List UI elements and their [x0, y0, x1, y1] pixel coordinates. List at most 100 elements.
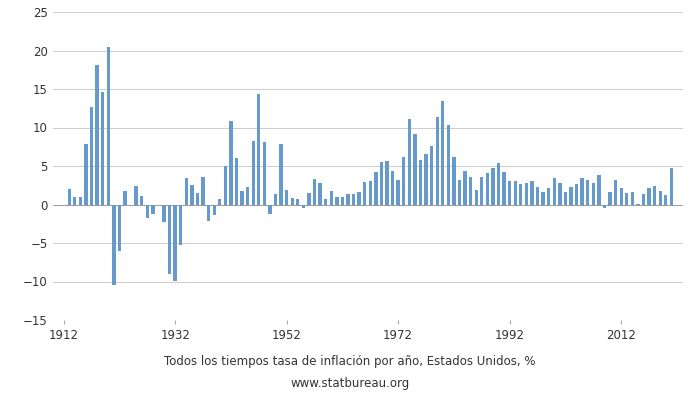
- Bar: [469, 177, 472, 204]
- Bar: [497, 163, 500, 204]
- Bar: [84, 144, 88, 204]
- Bar: [240, 192, 244, 204]
- Bar: [218, 199, 221, 204]
- Bar: [541, 192, 545, 204]
- Bar: [290, 198, 294, 204]
- Bar: [536, 187, 539, 204]
- Bar: [335, 197, 339, 204]
- Bar: [251, 140, 255, 204]
- Bar: [564, 192, 567, 204]
- Bar: [458, 180, 461, 204]
- Bar: [68, 189, 71, 204]
- Bar: [185, 178, 188, 204]
- Bar: [586, 180, 589, 204]
- Bar: [179, 204, 183, 244]
- Bar: [441, 100, 444, 204]
- Bar: [419, 160, 422, 204]
- Bar: [78, 197, 82, 204]
- Bar: [202, 177, 204, 204]
- Bar: [262, 142, 266, 204]
- Bar: [508, 182, 511, 204]
- Bar: [603, 204, 606, 208]
- Bar: [151, 204, 155, 214]
- Bar: [374, 172, 377, 204]
- Bar: [324, 199, 328, 204]
- Bar: [592, 183, 595, 204]
- Bar: [385, 161, 389, 204]
- Bar: [302, 204, 305, 208]
- Bar: [653, 186, 657, 204]
- Bar: [642, 194, 645, 204]
- Bar: [73, 197, 76, 204]
- Bar: [435, 118, 439, 204]
- Bar: [95, 65, 99, 204]
- Bar: [101, 92, 104, 204]
- Bar: [614, 180, 617, 204]
- Bar: [168, 204, 172, 274]
- Bar: [134, 186, 138, 204]
- Bar: [625, 193, 629, 204]
- Bar: [413, 134, 416, 204]
- Bar: [285, 190, 288, 204]
- Bar: [318, 183, 322, 204]
- Bar: [213, 204, 216, 215]
- Bar: [430, 146, 433, 204]
- Bar: [369, 181, 372, 204]
- Bar: [234, 158, 238, 204]
- Bar: [274, 194, 277, 204]
- Bar: [558, 183, 561, 204]
- Bar: [174, 204, 177, 281]
- Bar: [620, 188, 623, 204]
- Bar: [162, 204, 166, 222]
- Bar: [268, 204, 272, 214]
- Bar: [491, 168, 495, 204]
- Bar: [396, 180, 400, 204]
- Bar: [190, 185, 194, 204]
- Bar: [352, 194, 355, 204]
- Bar: [90, 108, 93, 204]
- Bar: [514, 182, 517, 204]
- Bar: [313, 179, 316, 204]
- Bar: [380, 162, 383, 204]
- Bar: [486, 173, 489, 204]
- Bar: [575, 184, 578, 204]
- Bar: [358, 192, 360, 204]
- Bar: [307, 193, 311, 204]
- Bar: [112, 204, 116, 285]
- Bar: [391, 171, 394, 204]
- Bar: [519, 184, 522, 204]
- Bar: [106, 48, 110, 204]
- Bar: [475, 190, 478, 204]
- Bar: [146, 204, 149, 218]
- Bar: [503, 172, 506, 204]
- Bar: [229, 120, 232, 204]
- Bar: [279, 144, 283, 204]
- Bar: [670, 168, 673, 204]
- Bar: [580, 178, 584, 204]
- Bar: [659, 191, 662, 204]
- Text: www.statbureau.org: www.statbureau.org: [290, 378, 410, 390]
- Bar: [224, 166, 227, 204]
- Bar: [140, 196, 143, 204]
- Bar: [196, 193, 199, 204]
- Bar: [664, 195, 667, 204]
- Bar: [118, 204, 121, 252]
- Bar: [480, 177, 484, 204]
- Bar: [597, 175, 601, 204]
- Text: Todos los tiempos tasa de inflación por año, Estados Unidos, %: Todos los tiempos tasa de inflación por …: [164, 356, 536, 368]
- Bar: [631, 192, 634, 204]
- Bar: [525, 183, 528, 204]
- Bar: [531, 182, 533, 204]
- Bar: [463, 171, 467, 204]
- Bar: [552, 178, 556, 204]
- Bar: [207, 204, 210, 221]
- Bar: [363, 182, 366, 204]
- Bar: [123, 191, 127, 204]
- Bar: [341, 197, 344, 204]
- Bar: [569, 187, 573, 204]
- Bar: [296, 199, 300, 204]
- Bar: [447, 125, 450, 204]
- Bar: [608, 192, 612, 204]
- Bar: [452, 157, 456, 204]
- Bar: [402, 157, 405, 204]
